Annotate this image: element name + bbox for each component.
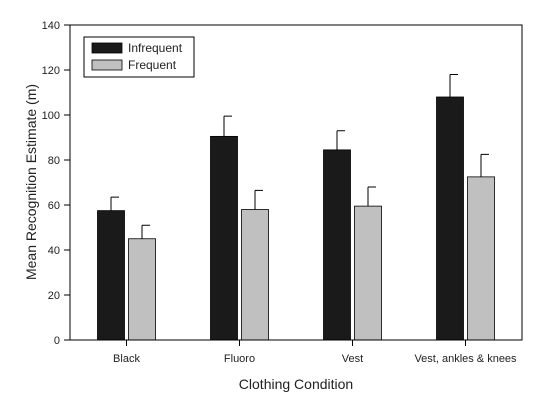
- y-axis-label: Mean Recognition Estimate (m): [23, 84, 39, 280]
- legend-label-frequent: Frequent: [128, 58, 177, 72]
- x-tick-label-black: Black: [113, 353, 140, 365]
- y-tick-label-40: 40: [48, 245, 60, 257]
- legend-swatch-frequent: [91, 59, 123, 71]
- bar-frequent-fluoro: [241, 209, 269, 341]
- error-bars-layer: [110, 74, 489, 239]
- x-tick-label-vest: Vest: [342, 353, 363, 365]
- bar-infrequent-fluoro: [210, 135, 238, 341]
- y-tick-label-0: 0: [54, 335, 60, 347]
- bar-frequent-black: [128, 238, 156, 341]
- y-tick-label-20: 20: [48, 290, 60, 302]
- y-tick-label-120: 120: [42, 65, 60, 77]
- y-tick-label-60: 60: [48, 200, 60, 212]
- bar-frequent-vest-ankles-knees: [467, 176, 495, 341]
- y-tick-label-80: 80: [48, 155, 60, 167]
- x-axis: Black Fluoro Vest Vest, ankles & knees: [113, 340, 517, 365]
- plot-frame: [69, 24, 523, 341]
- bar-infrequent-vest: [323, 149, 351, 341]
- bar-frequent-vest: [354, 205, 382, 341]
- legend: Infrequent Frequent: [83, 36, 195, 78]
- x-tick-label-vest-ankles-knees: Vest, ankles & knees: [414, 353, 517, 365]
- legend-label-infrequent: Infrequent: [128, 41, 183, 55]
- legend-swatch-infrequent: [91, 42, 123, 54]
- y-tick-label-100: 100: [42, 110, 60, 122]
- x-axis-label: Clothing Condition: [239, 376, 353, 392]
- bar-infrequent-vest-ankles-knees: [436, 96, 464, 341]
- bars-layer: [97, 96, 495, 341]
- x-tick-label-fluoro: Fluoro: [224, 353, 255, 365]
- y-tick-label-140: 140: [42, 20, 60, 32]
- y-axis: 0 20 40 60 80 100 120 140: [42, 20, 70, 347]
- bar-infrequent-black: [97, 210, 125, 341]
